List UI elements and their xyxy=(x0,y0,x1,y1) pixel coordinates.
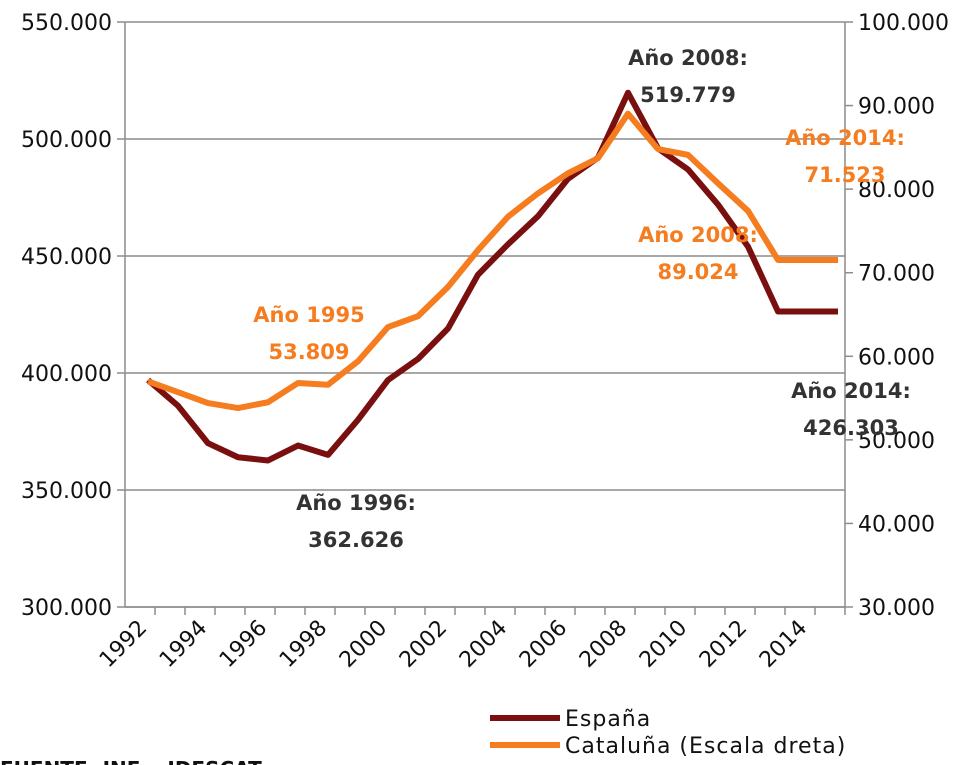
legend-label: España xyxy=(565,707,651,732)
y-tick-label: 350.000 xyxy=(21,479,112,504)
x-tick-label: 1994 xyxy=(155,616,212,673)
y2-tick-label: 60.000 xyxy=(858,345,935,370)
annotation: Año 1996: xyxy=(296,491,416,515)
x-tick-label: 2014 xyxy=(755,616,812,673)
annotation: Año 2008: xyxy=(628,46,748,70)
y-tick-label: 300.000 xyxy=(21,596,112,621)
x-tick-label: 2004 xyxy=(455,616,512,673)
y-tick-label: 450.000 xyxy=(21,245,112,270)
x-tick-label: 1998 xyxy=(275,616,332,673)
x-tick-label: 2000 xyxy=(335,616,392,673)
legend-label: Cataluña (Escala dreta) xyxy=(565,734,846,759)
series-line xyxy=(146,89,838,464)
y2-tick-label: 90.000 xyxy=(858,95,935,120)
annotation: 426.303 xyxy=(803,416,899,440)
annotation: Año 2008: xyxy=(638,223,758,247)
x-tick-label: 2002 xyxy=(395,616,452,673)
x-tick-label: 2010 xyxy=(635,616,692,673)
x-tick-label: 1992 xyxy=(95,616,152,673)
y2-tick-label: 40.000 xyxy=(858,512,935,537)
x-tick-label: 2008 xyxy=(575,616,632,673)
x-tick-label: 1996 xyxy=(215,616,272,673)
source: FUENTE: INE y IDESCAT xyxy=(0,757,262,765)
x-tick-label: 2006 xyxy=(515,616,572,673)
y-tick-label: 500.000 xyxy=(21,128,112,153)
annotation: Año 2014: xyxy=(791,379,911,403)
annotation: 71.523 xyxy=(804,163,885,187)
annotation: 519.779 xyxy=(640,83,736,107)
annotation: 89.024 xyxy=(657,260,738,284)
y-tick-label: 400.000 xyxy=(21,362,112,387)
annotation: Año 2014: xyxy=(785,126,905,150)
annotation: 362.626 xyxy=(308,528,404,552)
series-line xyxy=(146,110,838,412)
x-tick-label: 2012 xyxy=(695,616,752,673)
annotation: 53.809 xyxy=(268,340,349,364)
y2-tick-label: 80.000 xyxy=(858,178,935,203)
y2-tick-label: 30.000 xyxy=(858,596,935,621)
y-tick-label: 550.000 xyxy=(21,11,112,36)
y2-tick-label: 50.000 xyxy=(858,429,935,454)
y2-tick-label: 100.000 xyxy=(858,11,949,36)
annotation: Año 1995 xyxy=(253,303,364,327)
y2-tick-label: 70.000 xyxy=(858,262,935,287)
